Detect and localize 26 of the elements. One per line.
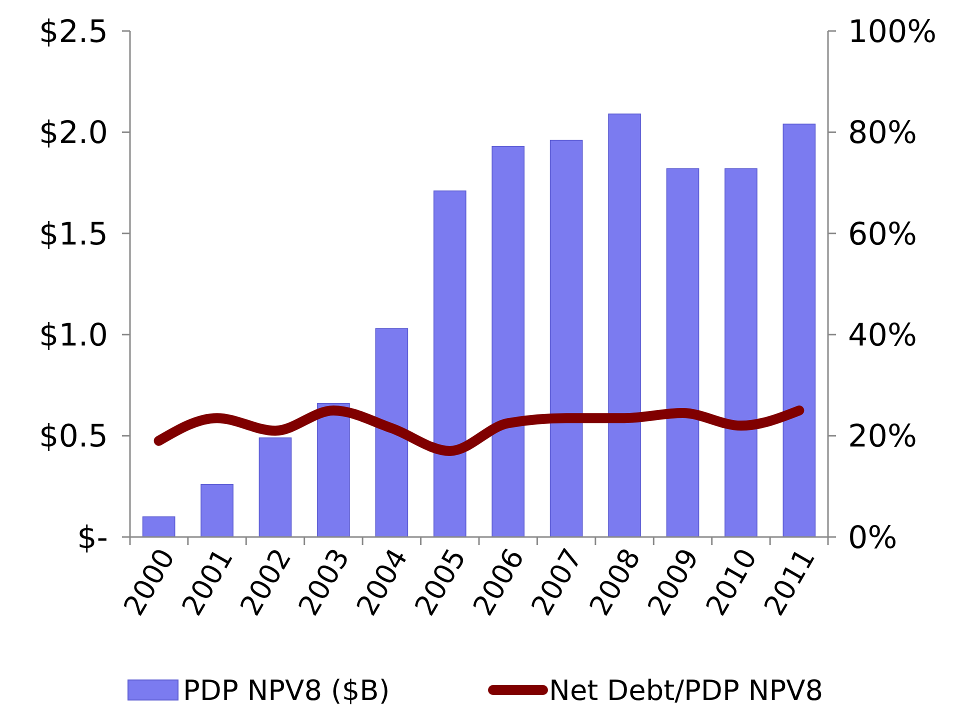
legend-label: PDP NPV8 ($B) bbox=[183, 674, 390, 707]
y2-tick-label: 20% bbox=[848, 418, 917, 455]
bar bbox=[142, 516, 176, 538]
y2-tick-label: 100% bbox=[848, 14, 937, 50]
bar bbox=[317, 403, 350, 538]
y2-tick-label: 40% bbox=[848, 317, 917, 354]
y2-tick-label: 60% bbox=[848, 216, 917, 252]
bar bbox=[433, 190, 466, 538]
y-tick-label: $0.5 bbox=[38, 418, 108, 455]
bar bbox=[258, 437, 292, 538]
y2-tick-label: 80% bbox=[848, 115, 917, 152]
bar bbox=[666, 168, 700, 538]
bar bbox=[724, 168, 758, 538]
bar bbox=[550, 140, 583, 538]
y2-tick-label: 0% bbox=[848, 520, 898, 556]
y-tick-label: $2.5 bbox=[38, 14, 108, 50]
bar bbox=[200, 484, 234, 538]
bar bbox=[608, 114, 641, 538]
bar bbox=[782, 124, 816, 538]
y-tick-label: $2.0 bbox=[38, 115, 108, 152]
legend-label: Net Debt/PDP NPV8 bbox=[549, 674, 824, 707]
y-tick-label: $1.0 bbox=[38, 317, 108, 354]
y-tick-label: $- bbox=[77, 520, 108, 556]
bar bbox=[375, 328, 408, 538]
bar bbox=[492, 146, 525, 538]
y-tick-label: $1.5 bbox=[38, 216, 108, 252]
